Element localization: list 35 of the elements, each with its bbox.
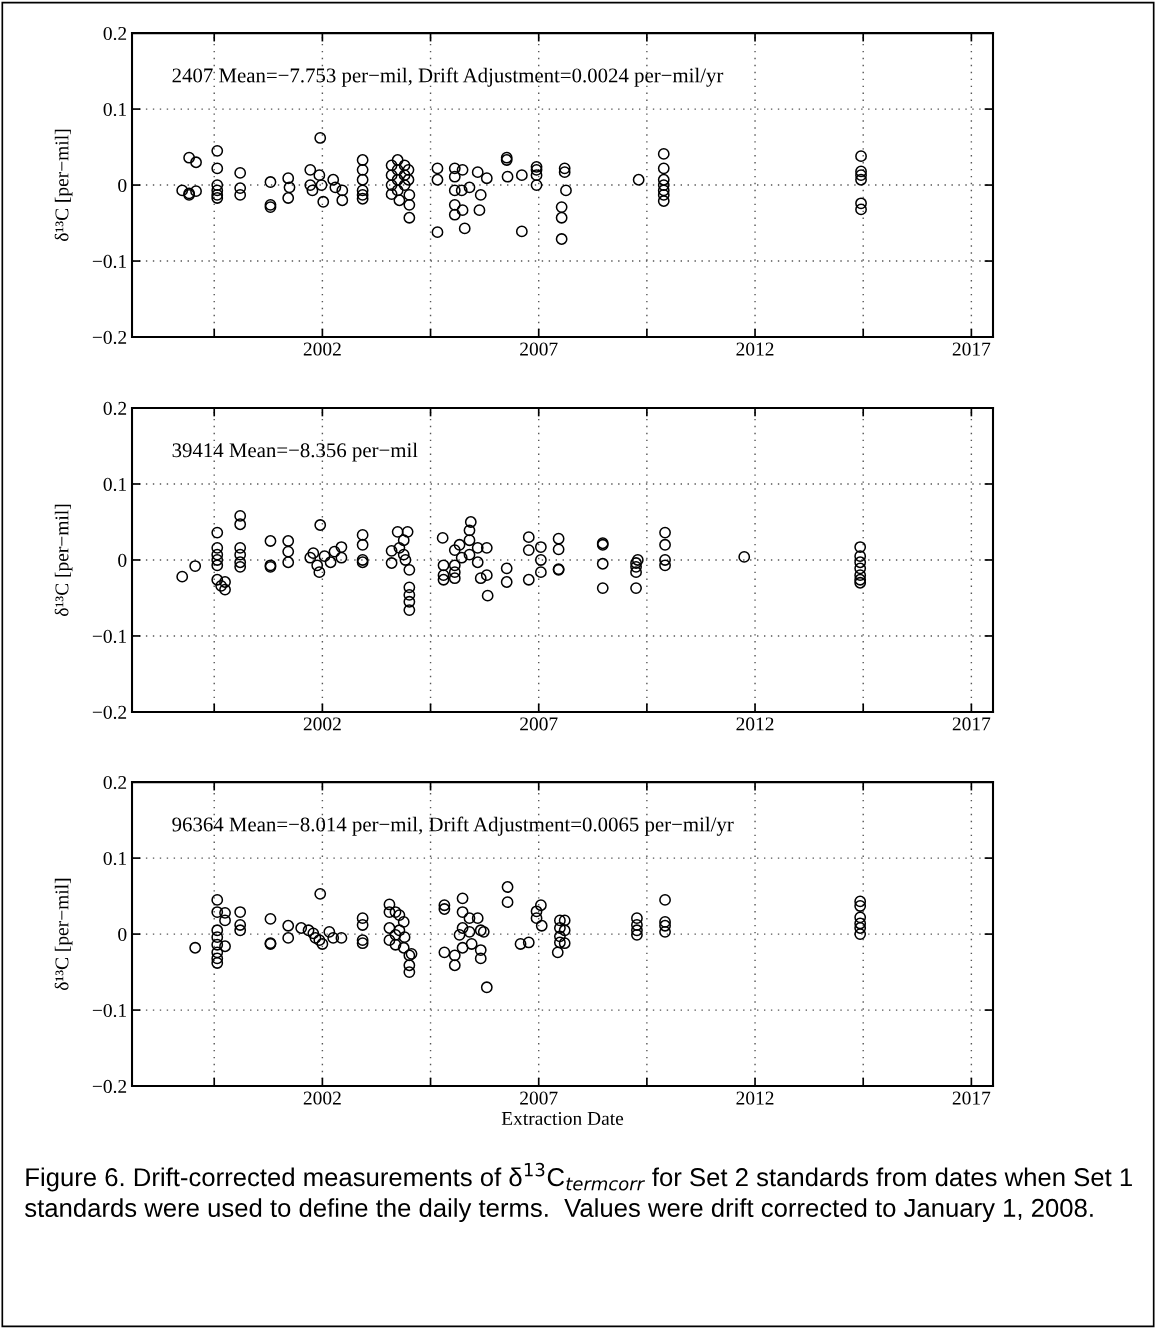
y-axis-title: δ¹³C [per−mil] — [54, 504, 73, 616]
x-tick-label: 2007 — [520, 1091, 558, 1105]
y-tick-label: 0 — [118, 553, 127, 567]
y-tick-label: −0.1 — [92, 254, 126, 269]
x-tick-label: 2007 — [520, 717, 558, 731]
x-tick-label: 2002 — [303, 717, 341, 731]
y-tick-label: 0.1 — [103, 851, 126, 866]
x-tick-label: 2012 — [736, 1091, 774, 1105]
y-tick-label: 0 — [118, 927, 127, 942]
y-tick-label: 0.2 — [103, 401, 127, 416]
y-tick-label: 0.2 — [103, 775, 127, 790]
annotation: 96364 Mean=−8.014 per−mil, Drift Adjustment=0.0065 per−mil/yr — [172, 816, 734, 836]
y-tick-label: 0.2 — [103, 26, 127, 41]
x-tick-label: 2017 — [952, 1091, 991, 1105]
y-tick-label: 0.1 — [103, 102, 126, 117]
x-tick-label: 2007 — [520, 342, 558, 356]
y-tick-label: −0.1 — [92, 1003, 126, 1018]
caption: Figure 6. Drift-corrected measurements of δ$^{13}$C$_{termcorr}$ for Set 2 standards from dates when Set 1 standards were used to define the daily terms. Values were drift corrected to January 1, 2008. — [24, 1162, 1132, 1223]
x-tick-label: 2012 — [736, 717, 774, 731]
y-tick-label: −0.2 — [92, 330, 127, 345]
annotation: 2407 Mean=−7.753 per−mil, Drift Adjustment=0.0024 per−mil/yr — [172, 67, 724, 87]
y-tick-label: 0.1 — [103, 477, 126, 492]
y-tick-label: −0.1 — [92, 629, 126, 643]
x-tick-label: 2002 — [303, 342, 341, 356]
x-tick-label: 2017 — [952, 342, 991, 356]
x-tick-label: 2002 — [303, 1091, 341, 1105]
x-tick-label: 2012 — [736, 342, 774, 356]
y-tick-label: −0.2 — [92, 705, 127, 719]
y-tick-label: 0 — [118, 178, 127, 192]
y-axis-title: δ¹³C [per−mil] — [54, 878, 73, 991]
y-tick-label: −0.2 — [92, 1079, 127, 1094]
x-axis-title: Extraction Date — [501, 1111, 624, 1126]
x-tick-label: 2017 — [952, 717, 991, 731]
y-axis-title: δ¹³C [per−mil] — [54, 129, 73, 241]
annotation: 39414 Mean=−8.356 per−mil — [172, 442, 418, 462]
